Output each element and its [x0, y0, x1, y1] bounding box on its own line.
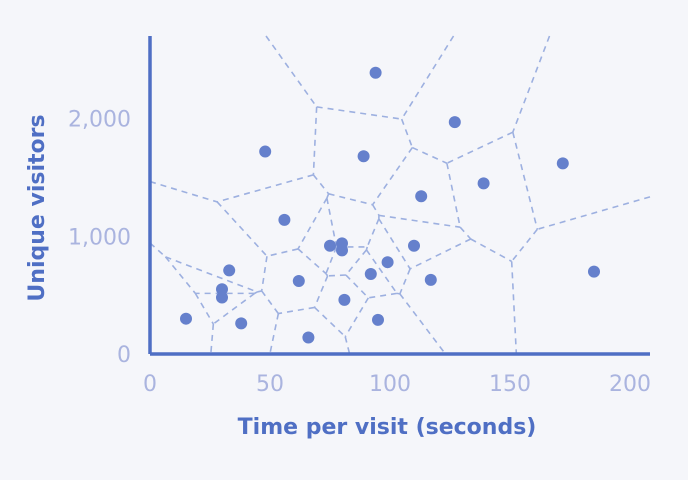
- voronoi-edge: [344, 297, 370, 338]
- voronoi-edge: [399, 268, 411, 295]
- y-tick-labels: 0 1,000 2,000: [68, 108, 131, 368]
- data-point[interactable]: [259, 145, 272, 158]
- voronoi-edge: [368, 292, 398, 299]
- data-point[interactable]: [336, 237, 348, 250]
- data-point[interactable]: [302, 331, 315, 344]
- y-axis-title: Unique visitors: [25, 114, 50, 301]
- data-point[interactable]: [324, 239, 336, 252]
- voronoi-edge: [325, 273, 329, 277]
- data-point[interactable]: [216, 291, 228, 304]
- data-point[interactable]: [364, 267, 377, 280]
- voronoi-edge: [269, 313, 280, 355]
- voronoi-edge: [345, 249, 368, 276]
- voronoi-edge: [326, 193, 330, 199]
- voronoi-edge: [409, 238, 472, 270]
- voronoi-edge: [266, 248, 299, 257]
- voronoi-edge: [216, 201, 268, 257]
- voronoi-edge: [327, 274, 346, 277]
- voronoi-overlay: [149, 35, 651, 355]
- data-point[interactable]: [415, 190, 428, 203]
- voronoi-edge: [325, 246, 338, 274]
- data-point[interactable]: [424, 273, 437, 286]
- data-point[interactable]: [357, 150, 370, 163]
- voronoi-edge: [312, 174, 330, 195]
- voronoi-edge: [400, 118, 414, 148]
- voronoi-edge: [260, 256, 268, 292]
- voronoi-edge: [328, 193, 373, 206]
- voronoi-edge: [297, 197, 328, 250]
- data-point[interactable]: [235, 317, 248, 330]
- voronoi-edge: [164, 256, 196, 294]
- data-point[interactable]: [338, 293, 351, 306]
- data-point[interactable]: [369, 66, 382, 79]
- voronoi-edge: [446, 131, 514, 164]
- voronoi-edge: [365, 246, 369, 251]
- data-point[interactable]: [292, 275, 305, 288]
- voronoi-edge: [312, 106, 318, 175]
- voronoi-edge: [254, 291, 258, 295]
- voronoi-edge: [344, 336, 351, 355]
- x-tick-label: 150: [489, 372, 531, 397]
- voronoi-edge: [149, 180, 218, 203]
- voronoi-edge: [512, 35, 551, 133]
- data-point[interactable]: [448, 116, 461, 129]
- voronoi-edge: [212, 292, 256, 325]
- voronoi-edge: [412, 146, 448, 164]
- voronoi-edge: [371, 147, 413, 206]
- voronoi-edge: [470, 238, 513, 263]
- voronoi-edge: [326, 197, 338, 248]
- data-point[interactable]: [477, 177, 490, 190]
- data-point[interactable]: [372, 313, 384, 326]
- y-tick-label: 2,000: [68, 108, 131, 133]
- y-tick-label: 0: [117, 343, 131, 368]
- voronoi-edge: [399, 293, 447, 355]
- voronoi-edge: [314, 306, 346, 338]
- voronoi-edge: [459, 226, 472, 240]
- voronoi-edge: [257, 290, 262, 293]
- x-tick-labels: 0 50 100 150 200: [143, 372, 651, 397]
- data-point[interactable]: [180, 312, 192, 325]
- voronoi-edge: [511, 228, 538, 262]
- points-layer: [180, 66, 600, 344]
- x-tick-label: 0: [143, 372, 157, 397]
- voronoi-edge: [261, 290, 279, 315]
- data-point[interactable]: [381, 256, 394, 269]
- voronoi-edge: [510, 261, 518, 355]
- voronoi-edge: [194, 292, 215, 325]
- y-tick-label: 1,000: [68, 225, 131, 250]
- data-point[interactable]: [216, 283, 228, 296]
- voronoi-edge: [365, 249, 398, 294]
- data-point[interactable]: [556, 157, 569, 170]
- x-tick-label: 100: [369, 372, 411, 397]
- voronoi-edge: [316, 106, 402, 120]
- voronoi-edge: [371, 204, 380, 216]
- voronoi-edge: [265, 35, 318, 108]
- voronoi-edge: [400, 35, 455, 120]
- voronoi-edge: [537, 196, 651, 231]
- voronoi-edge: [345, 274, 369, 299]
- voronoi-edge: [149, 242, 167, 258]
- voronoi-edge: [209, 323, 215, 355]
- voronoi-edge: [366, 218, 380, 248]
- voronoi-edge: [378, 214, 461, 228]
- data-point[interactable]: [408, 239, 420, 252]
- voronoi-edge: [313, 275, 329, 308]
- x-tick-label: 200: [609, 372, 651, 397]
- data-point[interactable]: [223, 264, 236, 277]
- voronoi-edge: [446, 163, 461, 228]
- voronoi-edge: [512, 132, 539, 230]
- voronoi-edge: [297, 248, 327, 275]
- x-tick-label: 50: [256, 372, 284, 397]
- voronoi-edge: [165, 256, 258, 293]
- voronoi-edge: [278, 306, 315, 315]
- data-point[interactable]: [588, 265, 600, 278]
- voronoi-edge: [378, 218, 411, 270]
- voronoi-edge: [216, 174, 314, 203]
- data-point[interactable]: [278, 213, 291, 226]
- x-axis-title: Time per visit (seconds): [238, 415, 537, 440]
